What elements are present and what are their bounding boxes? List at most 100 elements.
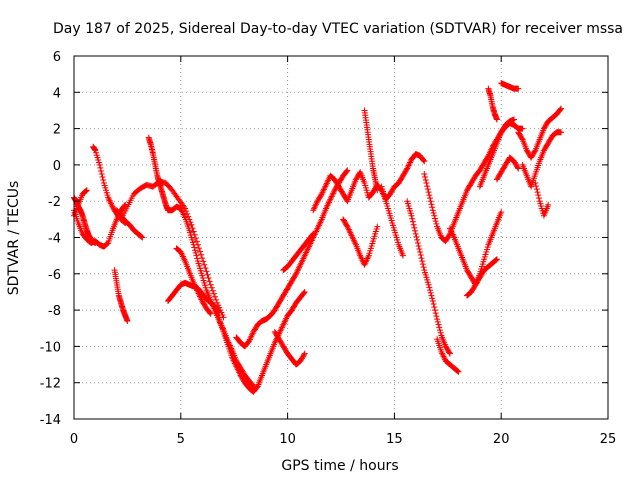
data-point-marker: [100, 177, 107, 184]
data-point-marker: [430, 209, 437, 216]
series-arc21: [434, 336, 462, 375]
data-point-marker: [195, 245, 202, 252]
series-arc12: [233, 167, 351, 350]
data-point-marker: [103, 241, 110, 248]
grid-lines: [74, 56, 608, 419]
data-point-marker: [515, 85, 522, 92]
data-point-marker: [418, 255, 425, 262]
data-point-marker: [420, 264, 427, 271]
data-point-marker: [82, 188, 89, 195]
data-point-marker: [455, 368, 462, 375]
data-point-marker: [429, 295, 436, 302]
x-tick-label: 20: [493, 432, 510, 447]
series-arc16: [340, 216, 381, 268]
data-point-marker: [454, 368, 461, 375]
data-point-marker: [193, 252, 200, 259]
data-point-marker: [301, 350, 308, 357]
data-point-marker: [533, 183, 540, 190]
data-point-marker: [432, 218, 439, 225]
y-tick-label: 0: [53, 159, 61, 174]
data-point-marker: [518, 135, 525, 142]
data-point-marker: [309, 231, 316, 238]
data-point-marker: [374, 187, 381, 194]
series-arc26: [485, 85, 500, 123]
data-point-marker: [535, 192, 542, 199]
data-point-marker: [300, 289, 307, 296]
data-point-marker: [201, 261, 208, 268]
data-point-marker: [426, 192, 433, 199]
data-point-marker: [137, 233, 144, 240]
data-point-marker: [429, 298, 436, 305]
data-point-marker: [414, 239, 421, 246]
data-point-marker: [436, 324, 443, 331]
data-point-marker: [428, 292, 435, 299]
data-point-marker: [511, 116, 518, 123]
y-tick-label: -2: [48, 195, 61, 210]
data-point-marker: [412, 230, 419, 237]
data-point-marker: [410, 221, 417, 228]
data-point-marker: [207, 310, 214, 317]
data-point-marker: [431, 307, 438, 314]
y-axis-label: SDTVAR / TECUs: [6, 181, 22, 296]
data-point-marker: [412, 227, 419, 234]
data-point-marker: [431, 212, 438, 219]
data-point-marker: [427, 195, 433, 202]
series-arc19: [404, 198, 453, 357]
data-point-marker: [493, 116, 500, 123]
chart-title: Day 187 of 2025, Sidereal Day-to-day VTE…: [53, 21, 623, 37]
data-point-marker: [425, 189, 432, 196]
data-point-marker: [408, 212, 415, 219]
data-point-marker: [197, 248, 204, 255]
data-point-marker: [138, 233, 145, 240]
y-tick-label: -10: [40, 340, 61, 355]
data-point-marker: [192, 235, 199, 242]
y-tick-label: -6: [48, 268, 61, 283]
series-arc11: [211, 288, 308, 395]
data-point-marker: [411, 224, 418, 231]
series-arc5: [111, 267, 131, 324]
data-point-marker: [419, 261, 426, 268]
data-point-marker: [198, 251, 205, 258]
data-point-marker: [343, 168, 350, 175]
data-point-marker: [344, 167, 351, 174]
y-tick-label: 2: [53, 123, 61, 138]
data-point-marker: [92, 239, 99, 246]
x-tick-label: 5: [177, 432, 185, 447]
y-tick-label: 4: [53, 86, 61, 101]
series-arc24: [476, 116, 518, 190]
data-point-marker: [414, 236, 421, 243]
data-point-marker: [533, 186, 540, 193]
data-point-marker: [399, 252, 406, 259]
data-point-marker: [429, 204, 436, 211]
data-point-marker: [193, 238, 200, 245]
data-point-marker: [428, 201, 435, 208]
y-tick-label: -4: [48, 232, 61, 247]
data-point-marker: [531, 148, 538, 155]
series-arc23: [464, 256, 500, 299]
series-arc30: [532, 180, 552, 219]
series-arc20: [421, 120, 526, 245]
data-point-marker: [422, 177, 429, 184]
data-point-marker: [430, 301, 437, 308]
data-point-marker: [431, 304, 438, 311]
series-arc28: [515, 105, 565, 161]
data-point-marker: [519, 125, 526, 132]
data-point-marker: [310, 230, 317, 237]
series-arc8: [145, 134, 257, 390]
data-point-marker: [210, 290, 217, 297]
data-point-marker: [421, 170, 428, 177]
data-point-marker: [558, 105, 565, 112]
data-points: [71, 80, 565, 395]
data-point-marker: [493, 256, 500, 263]
x-tick-label: 10: [279, 432, 296, 447]
data-point-marker: [416, 245, 423, 252]
data-point-marker: [514, 164, 521, 171]
data-point-marker: [192, 249, 199, 256]
data-point-marker: [446, 350, 453, 357]
data-point-marker: [423, 180, 430, 187]
data-point-marker: [454, 367, 461, 374]
data-point-marker: [493, 256, 500, 263]
data-point-marker: [427, 289, 434, 296]
data-point-marker: [121, 202, 128, 209]
data-point-marker: [206, 309, 213, 316]
